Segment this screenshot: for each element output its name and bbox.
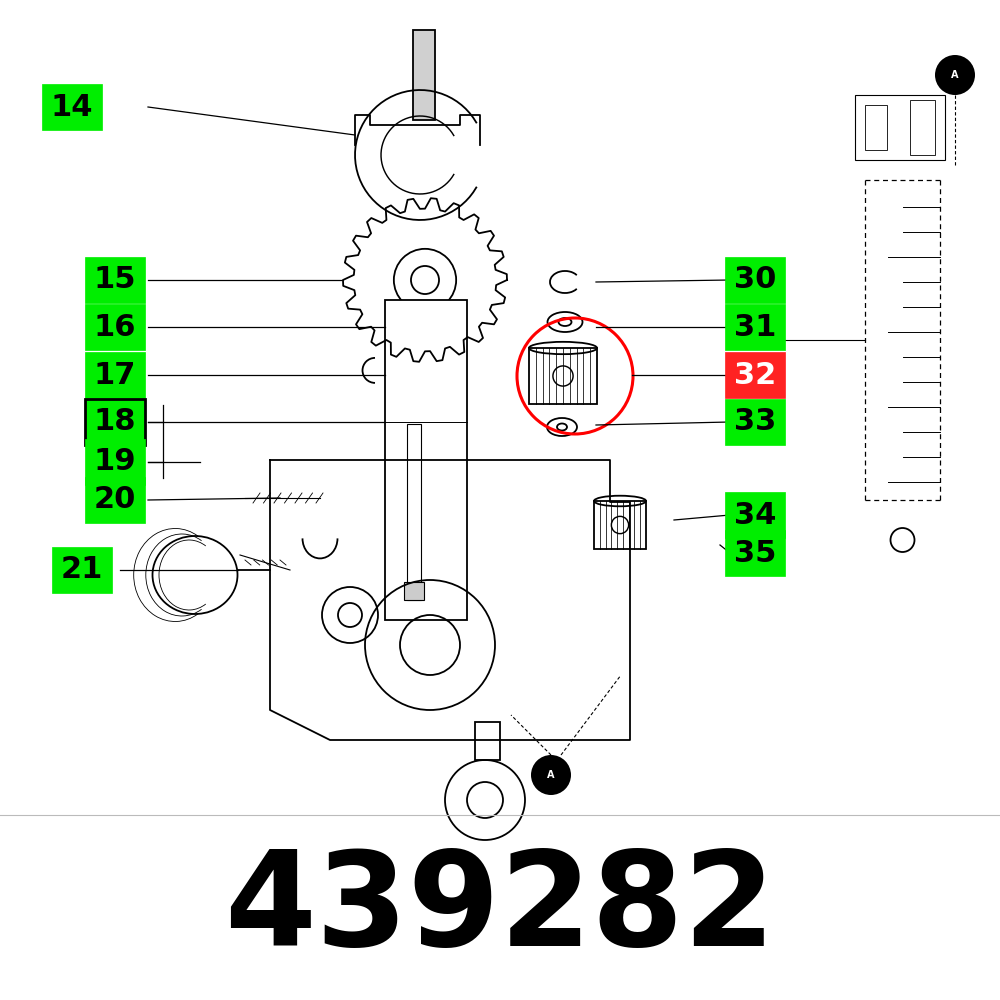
Text: 35: 35	[734, 538, 776, 568]
FancyBboxPatch shape	[865, 105, 887, 150]
Text: 439282: 439282	[224, 846, 776, 974]
Text: 18: 18	[94, 408, 136, 436]
FancyBboxPatch shape	[594, 501, 646, 549]
FancyBboxPatch shape	[407, 424, 421, 600]
Text: A: A	[547, 770, 555, 780]
FancyBboxPatch shape	[404, 582, 424, 600]
Text: 15: 15	[94, 265, 136, 294]
Text: 14: 14	[51, 93, 93, 121]
Text: 19: 19	[94, 448, 136, 477]
FancyBboxPatch shape	[855, 95, 945, 160]
Circle shape	[935, 55, 975, 95]
FancyBboxPatch shape	[385, 300, 467, 620]
FancyBboxPatch shape	[910, 100, 935, 155]
Text: A: A	[951, 70, 959, 80]
Text: 33: 33	[734, 408, 776, 436]
Text: 31: 31	[734, 312, 776, 342]
Text: 16: 16	[94, 312, 136, 342]
Circle shape	[531, 755, 571, 795]
Text: 21: 21	[61, 556, 103, 584]
FancyBboxPatch shape	[413, 30, 435, 120]
Text: 30: 30	[734, 265, 776, 294]
Text: 17: 17	[94, 360, 136, 389]
Text: 20: 20	[94, 486, 136, 514]
FancyBboxPatch shape	[529, 348, 597, 404]
Text: 34: 34	[734, 500, 776, 530]
FancyBboxPatch shape	[475, 722, 500, 760]
Text: 32: 32	[734, 360, 776, 389]
